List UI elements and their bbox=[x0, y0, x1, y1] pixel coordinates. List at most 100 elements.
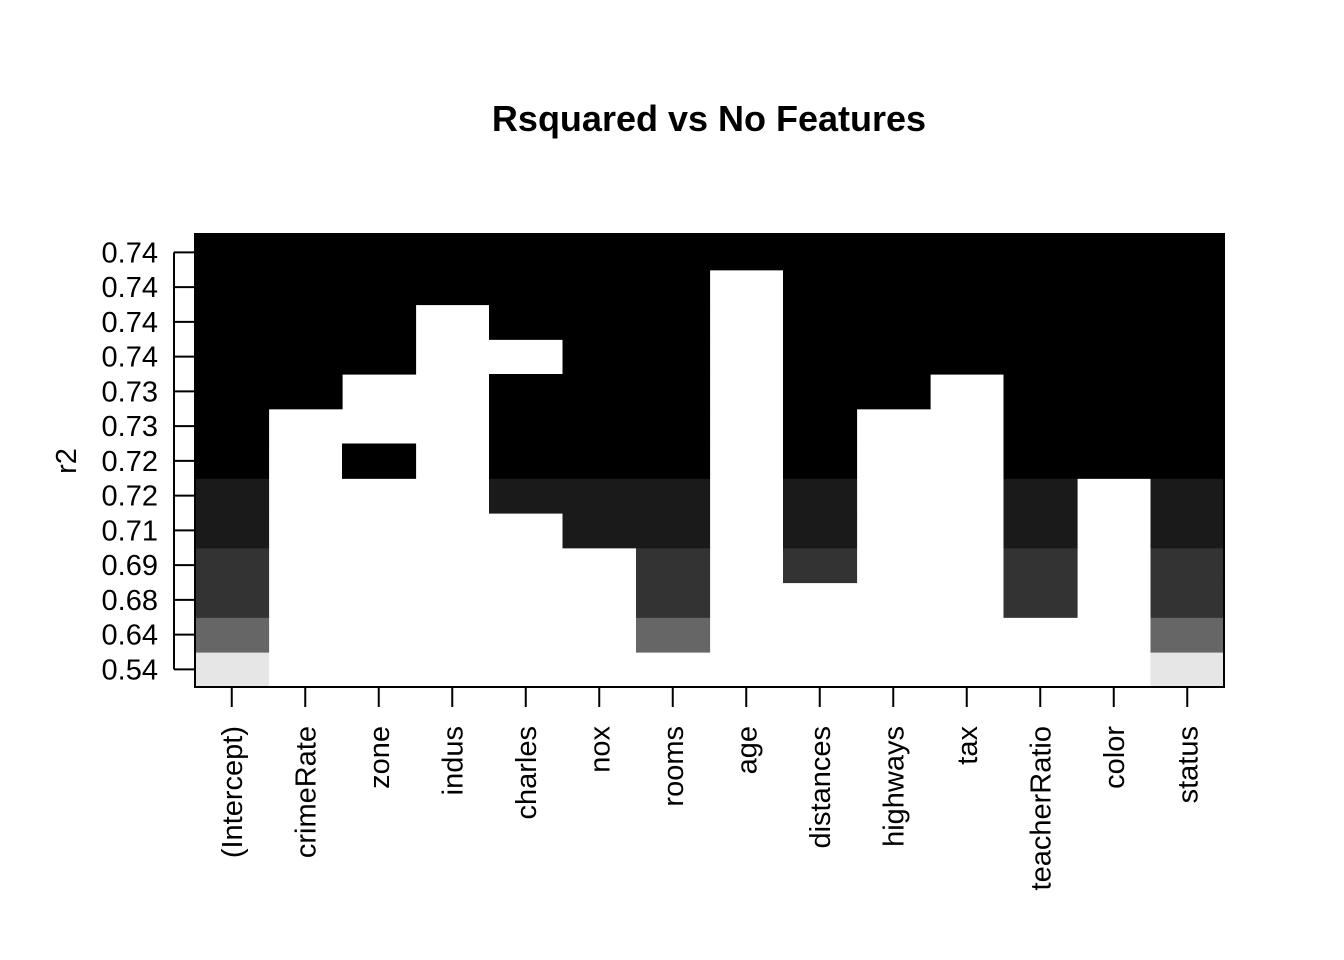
y-tick-label: 0.73 bbox=[102, 376, 158, 408]
y-tick-label: 0.69 bbox=[102, 550, 158, 582]
x-tick-label: rooms bbox=[658, 726, 690, 807]
y-axis: 0.540.640.680.690.710.720.720.730.730.74… bbox=[102, 237, 195, 686]
heatmap-cell bbox=[783, 304, 858, 340]
heatmap-cell bbox=[1150, 478, 1225, 514]
heatmap-cell bbox=[636, 547, 711, 584]
x-tick-label: zone bbox=[364, 726, 396, 789]
heatmap-cell bbox=[636, 304, 711, 340]
heatmap-cell bbox=[562, 269, 637, 306]
plot-frame bbox=[194, 233, 1225, 688]
heatmap-cell bbox=[636, 269, 711, 306]
heatmap-cell bbox=[562, 374, 637, 410]
heatmap-cell bbox=[268, 339, 343, 375]
x-tick-label: charles bbox=[511, 726, 543, 820]
heatmap-cell bbox=[195, 652, 270, 688]
heatmap-cell bbox=[1150, 374, 1225, 410]
heatmap-cell bbox=[195, 304, 270, 340]
heatmap-cell bbox=[1150, 513, 1225, 549]
heatmap-cell bbox=[636, 617, 711, 653]
heatmap-cell bbox=[636, 478, 711, 514]
heatmap-cell bbox=[562, 234, 637, 271]
heatmap-cell bbox=[1150, 269, 1225, 306]
heatmap-cell bbox=[195, 339, 270, 375]
heatmap-cell bbox=[268, 269, 343, 306]
y-tick-label: 0.74 bbox=[102, 342, 158, 374]
heatmap-cell bbox=[783, 234, 858, 271]
heatmap-cell bbox=[783, 513, 858, 549]
heatmap-cell bbox=[1003, 269, 1078, 306]
heatmap-cell bbox=[1003, 443, 1078, 479]
heatmap-cell bbox=[489, 234, 564, 271]
heatmap-cell bbox=[1150, 408, 1225, 445]
heatmap-cell bbox=[930, 269, 1005, 306]
heatmap-cell bbox=[636, 374, 711, 410]
heatmap-cell bbox=[195, 443, 270, 479]
heatmap-cell bbox=[489, 443, 564, 479]
y-tick-label: 0.72 bbox=[102, 446, 158, 478]
heatmap-cell bbox=[856, 339, 931, 375]
heatmap-cell bbox=[489, 374, 564, 410]
heatmap-cell bbox=[268, 374, 343, 410]
heatmap-cell bbox=[489, 269, 564, 306]
heatmap-cell bbox=[636, 339, 711, 375]
y-tick-label: 0.71 bbox=[102, 515, 158, 547]
heatmap-cell bbox=[342, 234, 417, 271]
x-tick-label: color bbox=[1099, 726, 1131, 789]
heatmap-cell bbox=[489, 408, 564, 445]
heatmap-cell bbox=[342, 304, 417, 340]
heatmap-cell bbox=[930, 339, 1005, 375]
heatmap-cell bbox=[268, 234, 343, 271]
heatmap-cell bbox=[636, 408, 711, 445]
heatmap-cell bbox=[195, 234, 270, 271]
heatmap-cell bbox=[636, 513, 711, 549]
heatmap-cell bbox=[1150, 582, 1225, 618]
heatmap-cell bbox=[562, 443, 637, 479]
heatmap-cell bbox=[1077, 374, 1152, 410]
heatmap-cell bbox=[195, 582, 270, 618]
heatmap-cell bbox=[195, 547, 270, 584]
heatmap-cell bbox=[562, 513, 637, 549]
heatmap-cell bbox=[783, 547, 858, 584]
x-tick-label: crimeRate bbox=[290, 726, 322, 858]
heatmap-cell bbox=[268, 304, 343, 340]
heatmap-cell bbox=[1003, 582, 1078, 618]
heatmap-cell bbox=[1150, 547, 1225, 584]
chart-title: Rsquared vs No Features bbox=[492, 98, 926, 139]
x-tick-label: teacherRatio bbox=[1025, 726, 1057, 890]
heatmap-cell bbox=[783, 443, 858, 479]
heatmap-cell bbox=[783, 269, 858, 306]
heatmap-cell bbox=[783, 478, 858, 514]
heatmap-cell bbox=[342, 269, 417, 306]
heatmap-cell bbox=[856, 234, 931, 271]
heatmap-cell bbox=[1003, 513, 1078, 549]
heatmap-cell bbox=[415, 234, 490, 271]
heatmap-cell bbox=[1077, 339, 1152, 375]
heatmap-cell bbox=[1077, 304, 1152, 340]
heatmap-cell bbox=[489, 478, 564, 514]
heatmap-cell bbox=[856, 304, 931, 340]
heatmap-cell bbox=[930, 234, 1005, 271]
y-tick-label: 0.74 bbox=[102, 237, 158, 269]
y-tick-label: 0.64 bbox=[102, 620, 158, 652]
x-tick-label: (Intercept) bbox=[217, 726, 249, 858]
heatmap-cell bbox=[195, 478, 270, 514]
heatmap-cell bbox=[1003, 374, 1078, 410]
heatmap-cell bbox=[1077, 443, 1152, 479]
heatmap-cell bbox=[783, 339, 858, 375]
heatmap-cell bbox=[562, 408, 637, 445]
heatmap-cell bbox=[195, 513, 270, 549]
heatmap-cell bbox=[195, 374, 270, 410]
heatmap-cell bbox=[1150, 652, 1225, 688]
heatmap-cell bbox=[1077, 269, 1152, 306]
heatmap-cell bbox=[562, 304, 637, 340]
heatmap-cell bbox=[1077, 408, 1152, 445]
heatmap-cell bbox=[342, 443, 417, 479]
heatmap-cell bbox=[856, 374, 931, 410]
heatmap-cells bbox=[195, 234, 1225, 688]
y-tick-label: 0.74 bbox=[102, 307, 158, 339]
heatmap-cell bbox=[1003, 339, 1078, 375]
heatmap-cell bbox=[195, 617, 270, 653]
heatmap-cell bbox=[636, 582, 711, 618]
